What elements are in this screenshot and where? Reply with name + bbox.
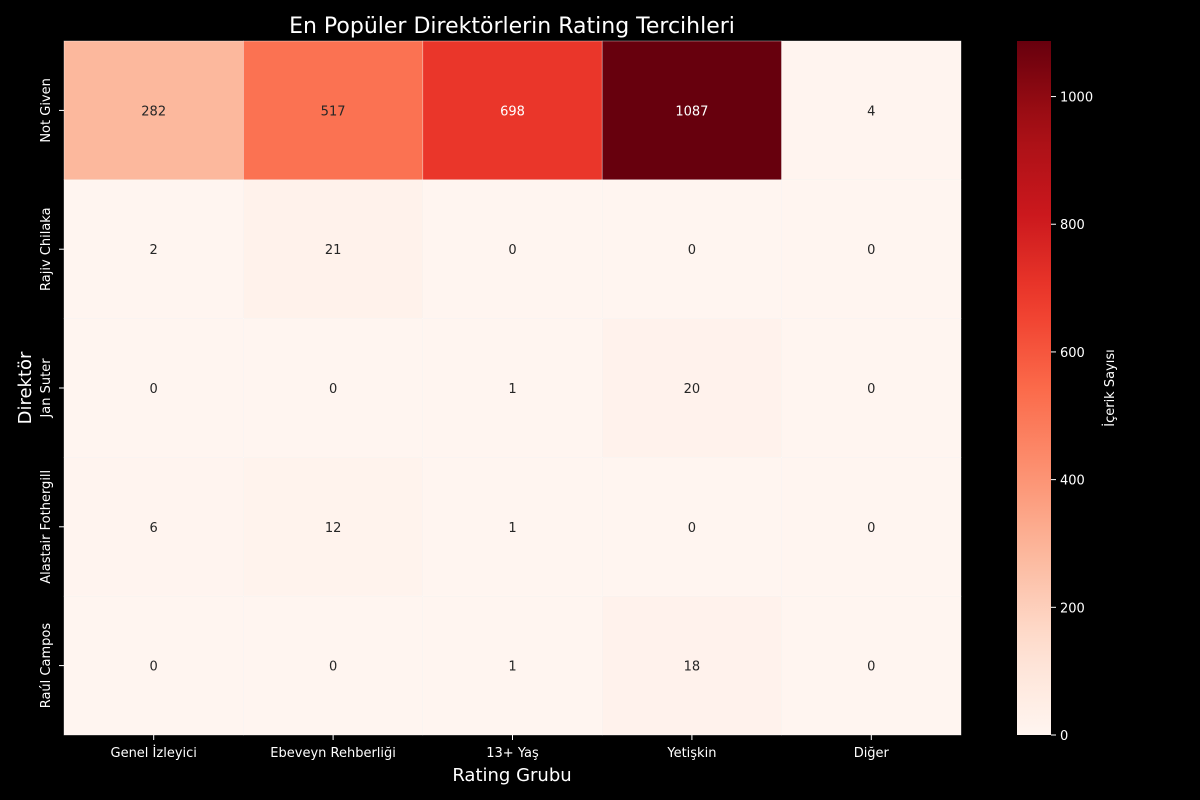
colorbar-tick-label: 1000 [1060, 91, 1093, 106]
cell-value-label: 20 [684, 382, 701, 397]
heatmap-cell [422, 40, 603, 181]
cell-value-label: 0 [688, 243, 696, 258]
y-tick-label: Rajiv Chilaka [39, 207, 54, 291]
y-tick-label: Raúl Campos [39, 623, 54, 709]
colorbar-label: İçerik Sayısı [1102, 349, 1118, 427]
heatmap-cell [781, 457, 962, 597]
heatmap-cell [243, 40, 424, 181]
cell-value-label: 6 [150, 521, 158, 536]
colorbar-tick-label: 200 [1060, 601, 1085, 616]
cell-value-label: 282 [141, 104, 166, 119]
heatmap-cell [601, 40, 782, 181]
x-axis-label: Rating Grubu [452, 765, 571, 786]
heatmap-cell [601, 318, 782, 458]
heatmap-cell [422, 318, 603, 458]
cell-value-label: 1087 [675, 104, 708, 119]
x-axis-ticks: Genel İzleyici Ebeveyn Rehberliği 13+ Yaş Y… [111, 735, 890, 761]
heatmap-cell [63, 595, 244, 736]
cell-value-label: 0 [867, 243, 875, 258]
cell-value-label: 18 [684, 660, 701, 675]
heatmap-cell [243, 318, 424, 458]
heatmap-cell [63, 40, 244, 181]
chart-title: En Popüler Direktörlerin Rating Tercihle… [289, 14, 735, 39]
cell-value-label: 0 [329, 382, 337, 397]
heatmap-cell [243, 457, 424, 597]
cell-value-label: 517 [321, 104, 346, 119]
cell-value-label: 1 [508, 660, 516, 675]
cell-value-label: 0 [867, 521, 875, 536]
heatmap-cells [63, 40, 962, 736]
heatmap-cell [243, 179, 424, 319]
cell-value-label: 0 [867, 660, 875, 675]
cell-labels: 282 517 698 1087 42 21 0 0 00 0 1 20 06 12 1 0 00 0 1 18 0 [141, 104, 875, 674]
colorbar-tick-label: 600 [1060, 346, 1085, 361]
heatmap-cell [422, 179, 603, 319]
cell-value-label: 0 [150, 382, 158, 397]
y-tick-label: Not Given [39, 78, 54, 143]
colorbar-ticks: 0 200 400 600 800 1000 [1051, 91, 1093, 744]
heatmap-cell [422, 595, 603, 736]
cell-value-label: 0 [688, 521, 696, 536]
cell-value-label: 1 [508, 521, 516, 536]
x-tick-label: Genel İzleyici [111, 745, 197, 761]
colorbar-tick-label: 0 [1060, 729, 1068, 744]
y-axis-ticks: Not Given Rajiv Chilaka Jan Suter Alastair … [39, 78, 64, 708]
heatmap-cell [781, 179, 962, 319]
heatmap-cell [601, 457, 782, 597]
y-axis-label: Direktör [15, 351, 36, 424]
x-tick-label: Ebeveyn Rehberliği [270, 746, 396, 761]
colorbar-tick-label: 400 [1060, 474, 1085, 489]
cell-value-label: 0 [150, 660, 158, 675]
cell-value-label: 698 [500, 104, 525, 119]
cell-value-label: 21 [325, 243, 342, 258]
cell-value-label: 0 [329, 660, 337, 675]
heatmap-cell [63, 179, 244, 319]
cell-value-label: 1 [508, 382, 516, 397]
colorbar [1017, 41, 1051, 735]
colorbar-tick-label: 800 [1060, 218, 1085, 233]
y-tick-label: Alastair Fothergill [39, 470, 54, 584]
heatmap-cell [422, 457, 603, 597]
cell-value-label: 2 [150, 243, 158, 258]
heatmap-cell [781, 318, 962, 458]
x-tick-label: 13+ Yaş [486, 746, 539, 761]
x-tick-label: Diğer [854, 746, 890, 761]
cell-value-label: 0 [508, 243, 516, 258]
heatmap-cell [781, 595, 962, 736]
cell-value-label: 12 [325, 521, 342, 536]
cell-value-label: 0 [867, 382, 875, 397]
heatmap-cell [243, 595, 424, 736]
cell-value-label: 4 [867, 104, 875, 119]
heatmap-cell [781, 40, 962, 181]
y-tick-label: Jan Suter [39, 358, 54, 419]
x-tick-label: Yetişkin [666, 746, 716, 761]
